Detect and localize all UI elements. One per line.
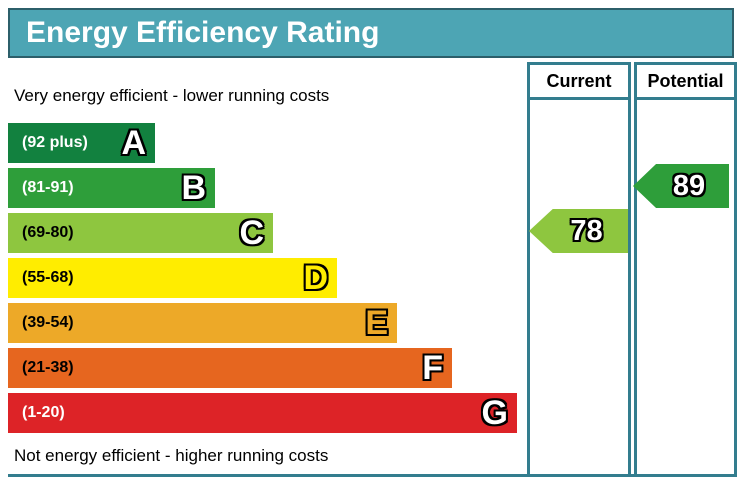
- band-letter-e: E: [365, 304, 388, 342]
- band-bar-g: (1-20) G: [8, 393, 517, 433]
- band-range-f: (21-38): [22, 359, 74, 376]
- band-range-g: (1-20): [22, 404, 65, 421]
- chart-title-bar: Energy Efficiency Rating: [8, 8, 734, 58]
- band-range-c: (69-80): [22, 224, 74, 241]
- potential-rating-arrow: 89: [633, 164, 729, 208]
- band-letter-f: F: [422, 349, 443, 387]
- band-letter-c: C: [239, 214, 264, 252]
- band-bar-f: (21-38) F: [8, 348, 452, 388]
- potential-column-header: Potential: [637, 65, 734, 100]
- band-letter-a: A: [121, 124, 146, 162]
- bottom-rule: [8, 474, 737, 477]
- band-bar-e: (39-54) E: [8, 303, 397, 343]
- band-row-e: (39-54) E: [8, 303, 517, 343]
- current-column-header: Current: [530, 65, 628, 100]
- band-row-b: (81-91) B: [8, 168, 517, 208]
- current-column: Current: [527, 62, 631, 477]
- potential-rating-value: 89: [672, 169, 706, 202]
- band-range-d: (55-68): [22, 269, 74, 286]
- top-note: Very energy efficient - lower running co…: [14, 86, 330, 105]
- bottom-note: Not energy efficient - higher running co…: [14, 446, 329, 465]
- band-row-c: (69-80) C: [8, 213, 517, 253]
- band-row-d: (55-68) D: [8, 258, 517, 298]
- band-bar-a: (92 plus) A: [8, 123, 155, 163]
- band-letter-d: D: [303, 259, 328, 297]
- rating-bands: (92 plus) A (81-91) B (69-80) C (55-68) …: [8, 123, 517, 438]
- band-letter-b: B: [181, 169, 206, 207]
- band-bar-d: (55-68) D: [8, 258, 337, 298]
- band-bar-c: (69-80) C: [8, 213, 273, 253]
- chart-title: Energy Efficiency Rating: [26, 16, 380, 49]
- band-letter-g: G: [481, 394, 508, 432]
- current-rating-arrow: 78: [529, 209, 628, 253]
- band-range-e: (39-54): [22, 314, 74, 331]
- band-row-f: (21-38) F: [8, 348, 517, 388]
- potential-column: Potential: [634, 62, 737, 477]
- band-range-a: (92 plus): [22, 134, 88, 151]
- band-row-a: (92 plus) A: [8, 123, 517, 163]
- current-rating-value: 78: [570, 214, 603, 247]
- band-row-g: (1-20) G: [8, 393, 517, 433]
- band-bar-b: (81-91) B: [8, 168, 215, 208]
- band-range-b: (81-91): [22, 179, 74, 196]
